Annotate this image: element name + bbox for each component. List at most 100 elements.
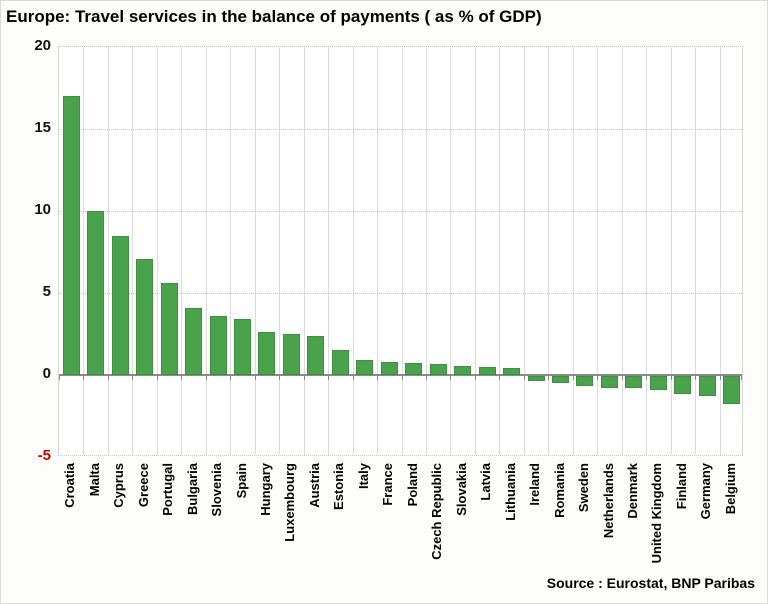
axis-tick-mark [205, 376, 207, 380]
bar-estonia [331, 350, 349, 375]
x-category-label: Portugal [160, 463, 176, 516]
x-category-label: Malta [86, 463, 102, 497]
x-label-slot: Lithuania [498, 463, 522, 593]
x-category-label: Italy [355, 463, 371, 490]
x-label-slot: Belgium [719, 463, 743, 593]
bar-cyprus [111, 235, 129, 375]
vertical-gridline [107, 47, 109, 455]
vertical-gridline [572, 47, 574, 455]
axis-tick-mark [107, 376, 109, 380]
bar-latvia [478, 366, 496, 375]
bar-greece [136, 258, 154, 375]
x-label-slot: Slovenia [205, 463, 229, 593]
x-category-label: Luxembourg [282, 463, 298, 542]
bar-austria [307, 335, 325, 375]
vertical-gridline [254, 47, 256, 455]
x-category-label: Latvia [478, 463, 494, 501]
x-label-slot: Austria [303, 463, 327, 593]
bar-croatia [62, 96, 80, 375]
x-label-slot: Greece [131, 463, 155, 593]
horizontal-gridline [59, 211, 742, 212]
bar-denmark [625, 376, 643, 389]
x-category-label: Romania [551, 463, 567, 518]
axis-tick-mark [132, 376, 134, 380]
vertical-gridline [719, 47, 721, 455]
vertical-gridline [695, 47, 697, 455]
x-category-label: Czech Republic [429, 463, 445, 560]
x-label-slot: Cyprus [107, 463, 131, 593]
x-label-slot: Estonia [327, 463, 351, 593]
x-category-label: Finland [673, 463, 689, 510]
axis-tick-mark [670, 376, 672, 380]
x-category-label: United Kingdom [649, 463, 665, 564]
vertical-gridline [132, 47, 134, 455]
x-label-slot: Czech Republic [425, 463, 449, 593]
axis-tick-mark [597, 376, 599, 380]
vertical-gridline [328, 47, 330, 455]
axis-tick-mark [156, 376, 158, 380]
axis-tick-mark [181, 376, 183, 380]
x-label-slot: Malta [82, 463, 106, 593]
x-label-slot: Ireland [523, 463, 547, 593]
x-label-slot: Germany [694, 463, 718, 593]
bar-czech-republic [429, 363, 447, 375]
x-category-label: Sweden [576, 463, 592, 513]
x-label-slot: Sweden [572, 463, 596, 593]
vertical-gridline [303, 47, 305, 455]
bar-slovenia [209, 315, 227, 375]
vertical-gridline [279, 47, 281, 455]
source-credit: Source : Eurostat, BNP Paribas [546, 575, 755, 591]
bar-poland [405, 362, 423, 375]
x-category-label: Poland [404, 463, 420, 507]
axis-tick-mark [646, 376, 648, 380]
bar-spain [233, 319, 251, 375]
x-label-slot: France [376, 463, 400, 593]
x-label-slot: Italy [352, 463, 376, 593]
x-category-label: France [380, 463, 396, 506]
bar-hungary [258, 332, 276, 375]
x-label-slot: Luxembourg [278, 463, 302, 593]
x-category-label: Netherlands [600, 463, 616, 539]
axis-tick-mark [523, 376, 525, 380]
x-axis-category-labels: Croatia Malta Cyprus Greece Portugal Bulgaria… [58, 463, 743, 593]
x-label-slot: Finland [670, 463, 694, 593]
axis-tick-mark [719, 376, 721, 380]
x-label-slot: United Kingdom [645, 463, 669, 593]
bar-belgium [723, 376, 741, 404]
bar-ireland [527, 376, 545, 381]
axis-tick-mark [230, 376, 232, 380]
vertical-gridline [474, 47, 476, 455]
x-label-slot: Croatia [58, 463, 82, 593]
vertical-gridline [425, 47, 427, 455]
vertical-gridline [670, 47, 672, 455]
bar-bulgaria [185, 307, 203, 375]
bar-romania [552, 376, 570, 384]
x-category-label: Belgium [722, 463, 738, 515]
x-label-slot: Latvia [474, 463, 498, 593]
y-tick-label: 5 [42, 283, 51, 300]
vertical-gridline [205, 47, 207, 455]
axis-tick-mark [572, 376, 574, 380]
vertical-gridline [83, 47, 85, 455]
x-category-label: Lithuania [502, 463, 518, 521]
y-tick-label: 10 [34, 201, 51, 218]
vertical-gridline [523, 47, 525, 455]
bar-netherlands [600, 376, 618, 389]
vertical-gridline [548, 47, 550, 455]
bar-portugal [160, 283, 178, 375]
axis-tick-mark [474, 376, 476, 380]
vertical-gridline [230, 47, 232, 455]
vertical-gridline [646, 47, 648, 455]
x-category-label: Slovakia [453, 463, 469, 516]
axis-tick-mark [254, 376, 256, 380]
x-category-label: Hungary [257, 463, 273, 516]
x-label-slot: Romania [547, 463, 571, 593]
bar-slovakia [454, 365, 472, 375]
x-label-slot: Poland [401, 463, 425, 593]
chart-title: Europe: Travel services in the balance o… [6, 7, 542, 26]
x-category-label: Greece [135, 463, 151, 508]
y-tick-label: -5 [37, 447, 51, 464]
bar-luxembourg [282, 334, 300, 375]
axis-tick-mark [621, 376, 623, 380]
bar-germany [698, 376, 716, 396]
